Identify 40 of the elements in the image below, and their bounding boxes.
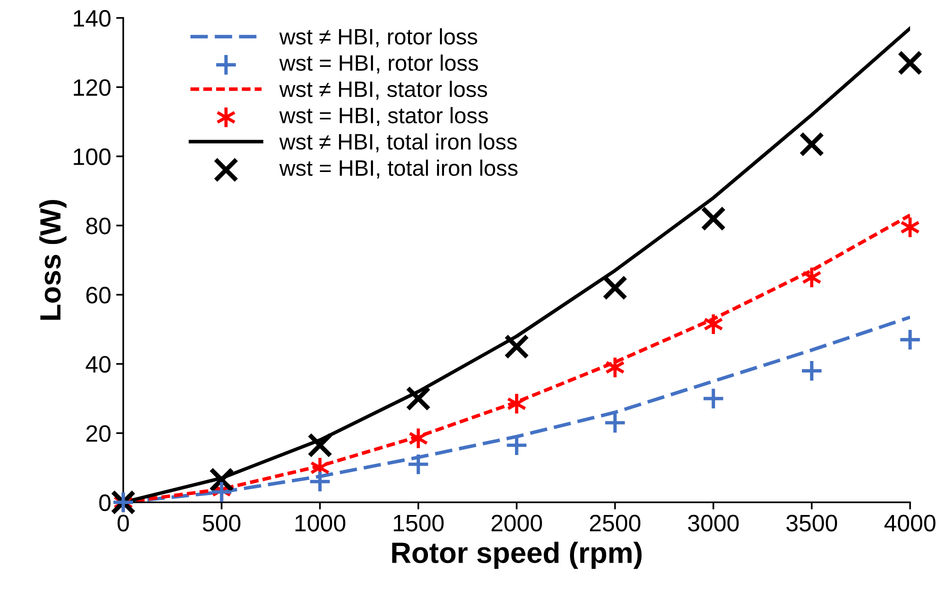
point (799, 132, 824, 157)
point (900, 330, 920, 350)
point (704, 388, 724, 408)
y-tick-label: 80 (86, 218, 111, 234)
legend-label: wst ≠ HBI, stator loss (279, 80, 488, 100)
legend-label: wst = HBI, rotor loss (279, 54, 478, 74)
x-tick-label: 1000 (295, 514, 346, 532)
y-tick-label: 40 (86, 356, 111, 373)
x-tick-label: 0 (118, 514, 129, 532)
x-axis-title: Rotor speed (rpm) (392, 542, 642, 569)
point (802, 268, 822, 288)
x-tick-label: 500 (202, 514, 240, 532)
x-tick-label: 3500 (786, 514, 838, 532)
point (310, 472, 330, 492)
point (898, 50, 923, 76)
legend-label: wst ≠ HBI, total iron loss (279, 133, 517, 152)
x-tick-label: 2000 (492, 514, 542, 532)
point (408, 454, 428, 474)
y-tick-label: 0 (99, 494, 111, 512)
point (504, 334, 530, 360)
point (700, 206, 726, 232)
y-tick-label: 20 (86, 425, 111, 442)
y-axis-title: Loss (W) (39, 200, 66, 320)
y-tick-label: 60 (86, 286, 111, 304)
point (602, 275, 628, 300)
point (506, 435, 526, 456)
legend-label: wst ≠ HBI, rotor loss (279, 28, 478, 48)
point (605, 412, 625, 433)
x-tick-label: 3000 (688, 514, 739, 532)
x-tick-label: 1500 (394, 514, 444, 532)
y-tick-label: 100 (74, 148, 111, 166)
y-tick-label: 120 (74, 79, 111, 96)
legend-label: wst = HBI, total iron loss (279, 160, 518, 179)
x-tick-label: 2500 (590, 514, 640, 532)
legend-label: wst = HBI, stator loss (279, 107, 488, 126)
point (406, 386, 431, 412)
y-tick-label: 140 (74, 10, 111, 27)
point (802, 361, 822, 381)
point (307, 432, 332, 458)
x-tick-label: 4000 (884, 514, 936, 532)
